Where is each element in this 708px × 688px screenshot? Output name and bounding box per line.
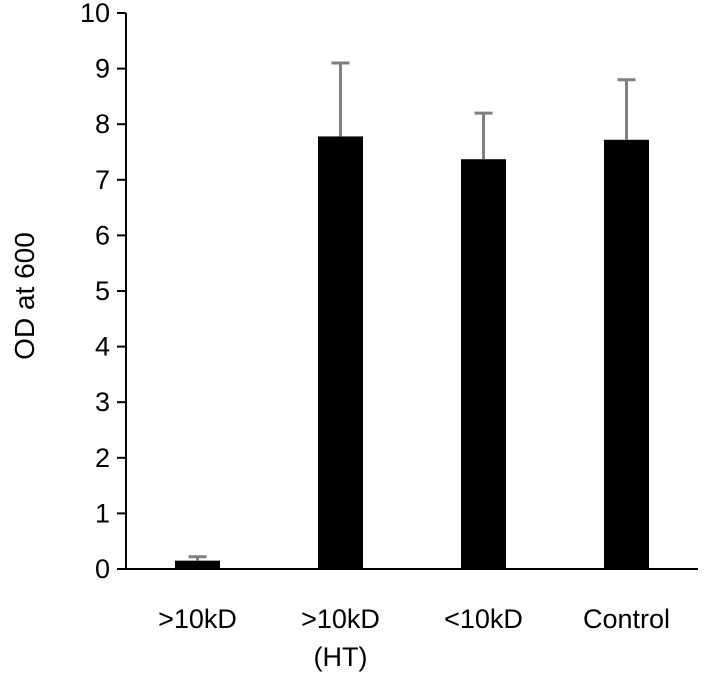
x-labels-layer: >10kD >10kD (HT) <10kD Control: [158, 604, 670, 672]
bar: [175, 560, 220, 569]
x-category-label-line: >10kD: [301, 604, 380, 634]
bars-layer: [175, 136, 649, 569]
x-category-label-line: (HT): [314, 642, 368, 672]
x-category-label: >10kD (HT): [301, 604, 380, 672]
y-tick-label: 3: [95, 387, 110, 417]
bar: [461, 159, 506, 569]
error-bar: [474, 111, 493, 160]
bar: [604, 139, 649, 569]
y-tick-label: 9: [95, 54, 110, 84]
y-tick-label: 5: [95, 276, 110, 306]
x-category-label: Control: [583, 604, 670, 634]
error-bars-layer: [188, 61, 636, 561]
error-bar: [331, 61, 350, 137]
y-tick-label: 4: [95, 332, 110, 362]
x-category-label-line: <10kD: [444, 604, 523, 634]
y-tick-label: 10: [80, 0, 110, 28]
y-tick-label: 2: [95, 443, 110, 473]
y-tick-label: 8: [95, 109, 110, 139]
x-category-label-line: >10kD: [158, 604, 237, 634]
y-axis-title: OD at 600: [9, 232, 40, 360]
bar: [318, 136, 363, 569]
x-category-label-line: Control: [583, 604, 670, 634]
error-bar: [188, 555, 207, 561]
y-tick-label: 7: [95, 165, 110, 195]
y-tick-label: 0: [95, 554, 110, 584]
error-bar: [617, 78, 636, 140]
x-category-label: >10kD: [158, 604, 237, 634]
y-tick-label: 1: [95, 498, 110, 528]
y-ticks-layer: 0 1 2 3 4 5 6 7 8 9 10: [80, 0, 126, 584]
y-tick-label: 6: [95, 220, 110, 250]
x-category-label: <10kD: [444, 604, 523, 634]
